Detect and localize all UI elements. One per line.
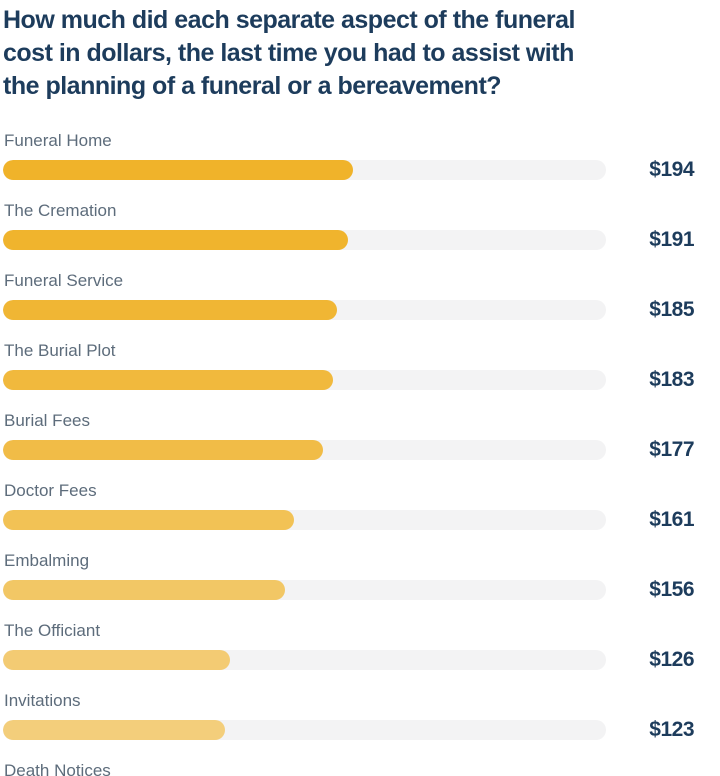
category-label: The Burial Plot — [4, 341, 116, 360]
bar-fill — [3, 440, 323, 460]
chart-row: Invitations $123 — [3, 691, 695, 742]
bar-line: $183 — [3, 368, 695, 392]
bar-fill — [3, 370, 334, 390]
bar-track — [3, 300, 606, 320]
bar-track — [3, 650, 606, 670]
chart-row: The Officiant $126 — [3, 621, 695, 672]
value-label: $194 — [649, 158, 694, 181]
chart-row: The Burial Plot $183 — [3, 341, 695, 392]
value-label: $126 — [649, 648, 694, 671]
bar-track — [3, 440, 606, 460]
bar-track — [3, 160, 606, 180]
bar-fill — [3, 160, 354, 180]
bar-line: $126 — [3, 648, 695, 672]
category-label: The Officiant — [4, 621, 101, 640]
category-label: Burial Fees — [4, 411, 90, 430]
bar-fill — [3, 720, 226, 740]
bar-line: $156 — [3, 578, 695, 602]
bar-line: $191 — [3, 228, 695, 252]
category-label: Embalming — [4, 551, 90, 570]
value-label: $156 — [649, 578, 694, 601]
value-label: $123 — [649, 718, 694, 741]
bar-track — [3, 230, 606, 250]
bar-rows-container: Funeral Home $194 The Cremation $191 Fun… — [3, 131, 695, 776]
value-label: $191 — [649, 228, 694, 251]
bar-fill — [3, 300, 337, 320]
chart-row: Embalming $156 — [3, 551, 695, 602]
bar-fill — [3, 230, 348, 250]
bar-line: $161 — [3, 508, 695, 532]
bar-line: $177 — [3, 438, 695, 462]
category-label: Funeral Service — [4, 271, 124, 290]
category-label: Doctor Fees — [4, 481, 97, 500]
category-label: Funeral Home — [4, 131, 112, 150]
category-label: The Cremation — [4, 201, 117, 220]
bar-track — [3, 510, 606, 530]
chart-title: How much did each separate aspect of the… — [3, 6, 575, 100]
chart-row: Doctor Fees $161 — [3, 481, 695, 532]
bar-line: $194 — [3, 158, 695, 182]
category-label: Death Notices — [4, 761, 111, 776]
bar-track — [3, 580, 606, 600]
bar-fill — [3, 650, 231, 670]
bar-fill — [3, 510, 294, 530]
value-label: $177 — [649, 438, 694, 461]
value-label: $183 — [649, 368, 694, 391]
category-label: Invitations — [4, 691, 81, 710]
chart-row: Funeral Home $194 — [3, 131, 695, 182]
chart-row: Death Notices $118 — [3, 761, 694, 776]
bar-line: $123 — [3, 718, 695, 742]
chart-row: The Cremation $191 — [3, 201, 695, 252]
value-label: $161 — [649, 508, 694, 531]
value-label: $185 — [649, 298, 694, 321]
bar-line: $185 — [3, 298, 695, 322]
bar-track — [3, 720, 606, 740]
bar-fill — [3, 580, 285, 600]
bar-track — [3, 370, 606, 390]
chart-row: Funeral Service $185 — [3, 271, 695, 322]
chart-row: Burial Fees $177 — [3, 411, 695, 462]
